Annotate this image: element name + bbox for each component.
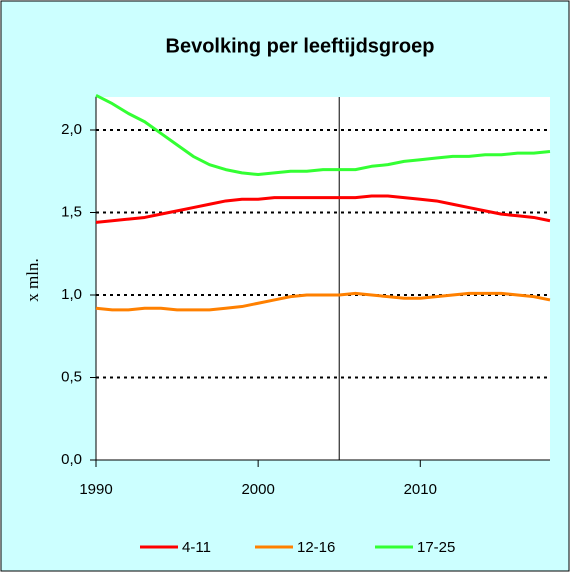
x-tick-label: 2000 [241, 481, 274, 498]
legend-label: 12-16 [297, 539, 335, 556]
y-tick-label: 2,0 [61, 121, 82, 138]
series-line [95, 194, 551, 224]
chart-title: Bevolking per leeftijdsgroep [166, 35, 435, 57]
x-tick-label: 2010 [404, 481, 437, 498]
series-line [95, 291, 551, 312]
legend-label: 17-25 [417, 539, 455, 556]
y-tick-label: 1,0 [61, 286, 82, 303]
y-tick-label: 1,5 [61, 203, 82, 220]
y-tick-label: 0,0 [61, 451, 82, 468]
legend-label: 4-11 [182, 539, 211, 556]
plot-area [96, 97, 550, 460]
y-tick-label: 0,5 [61, 368, 82, 385]
series-line [95, 94, 551, 177]
y-axis-label: x mln. [23, 258, 42, 301]
x-tick-label: 1990 [79, 481, 112, 498]
